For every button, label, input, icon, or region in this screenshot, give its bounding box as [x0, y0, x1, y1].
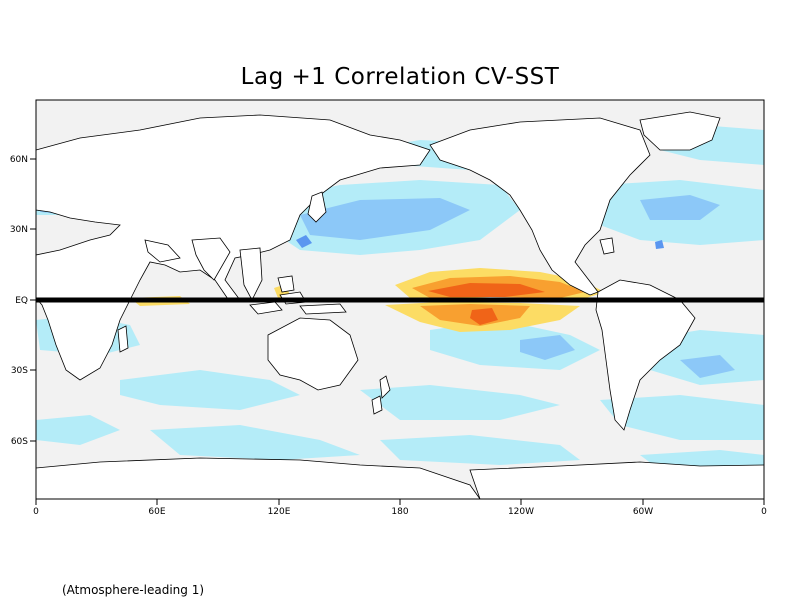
warm-red-regions [428, 283, 545, 325]
x-tick-label: 60E [148, 507, 165, 517]
map-plot-area [35, 99, 765, 500]
x-tick-label: 180 [391, 507, 408, 517]
x-tick-label: 120W [508, 507, 534, 517]
x-tick-label: 120E [268, 507, 291, 517]
footnote: (Atmosphere-leading 1) [62, 583, 205, 597]
map-title: Lag +1 Correlation CV-SST [240, 64, 560, 90]
x-axis [35, 499, 765, 505]
y-tick-label: 60S [11, 437, 28, 447]
y-tick-label: 30N [10, 225, 28, 235]
x-tick-label: 60W [633, 507, 653, 517]
y-tick-label: EQ [15, 296, 28, 306]
x-tick-label: 0 [761, 507, 767, 517]
x-axis-labels: 0 60E 120E 180 120W 60W 0 [33, 507, 767, 517]
x-tick-label: 0 [33, 507, 39, 517]
y-axis-labels: 60N 30N EQ 30S 60S [10, 155, 28, 447]
y-axis [30, 158, 36, 442]
y-tick-label: 30S [11, 366, 28, 376]
dark-blue-regions [296, 235, 664, 249]
y-tick-label: 60N [10, 155, 28, 165]
